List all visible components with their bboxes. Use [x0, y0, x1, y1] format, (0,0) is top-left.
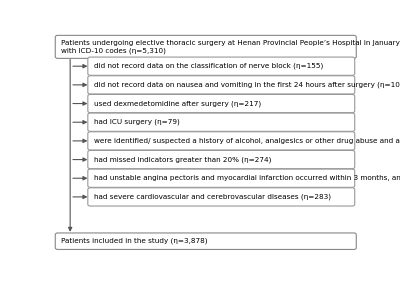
FancyBboxPatch shape	[88, 188, 355, 206]
Text: had severe cardiovascular and cerebrovascular diseases (η=283): had severe cardiovascular and cerebrovas…	[94, 194, 331, 200]
Text: Patients included in the study (η=3,878): Patients included in the study (η=3,878)	[62, 238, 208, 244]
FancyBboxPatch shape	[88, 132, 355, 150]
Text: had unstable angina pectoris and myocardial infarction occurred within 3 months,: had unstable angina pectoris and myocard…	[94, 175, 400, 182]
FancyBboxPatch shape	[55, 233, 356, 250]
Text: used dexmedetomidine after surgery (η=217): used dexmedetomidine after surgery (η=21…	[94, 100, 261, 107]
FancyBboxPatch shape	[88, 150, 355, 169]
FancyBboxPatch shape	[88, 94, 355, 113]
FancyBboxPatch shape	[88, 76, 355, 94]
Text: did not record data on nausea and vomiting in the first 24 hours after surgery (: did not record data on nausea and vomiti…	[94, 81, 400, 88]
Text: Patients undergoing elective thoracic surgery at Henan Provincial People’s Hospi: Patients undergoing elective thoracic su…	[62, 40, 400, 54]
FancyBboxPatch shape	[88, 169, 355, 187]
FancyBboxPatch shape	[88, 57, 355, 75]
Text: had ICU surgery (η=79): had ICU surgery (η=79)	[94, 119, 180, 125]
Text: had missed indicators greater than 20% (η=274): had missed indicators greater than 20% (…	[94, 156, 271, 163]
Text: were identified/ suspected a history of alcohol, analgesics or other drug abuse : were identified/ suspected a history of …	[94, 138, 400, 144]
Text: did not record data on the classification of nerve block (η=155): did not record data on the classificatio…	[94, 63, 323, 69]
FancyBboxPatch shape	[88, 113, 355, 131]
FancyBboxPatch shape	[55, 35, 356, 58]
